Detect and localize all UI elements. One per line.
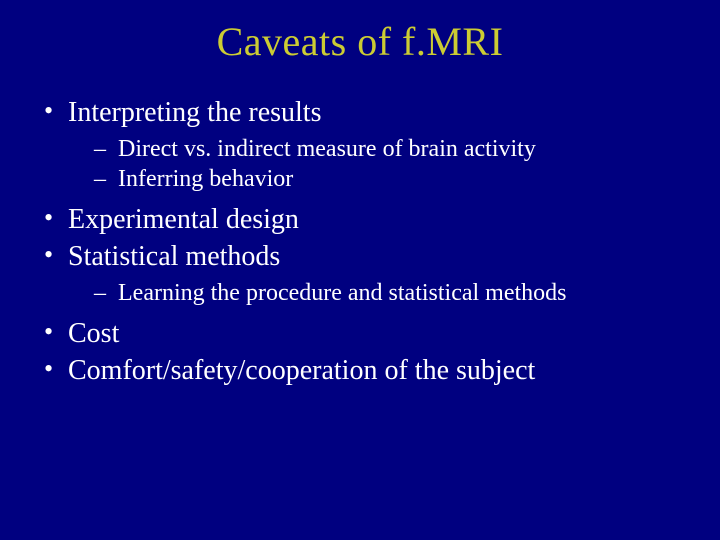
slide-title: Caveats of f.MRI	[40, 18, 680, 65]
bullet-item: Interpreting the results Direct vs. indi…	[40, 95, 680, 194]
bullet-text: Comfort/safety/cooperation of the subjec…	[68, 355, 535, 386]
sub-bullet-list: Learning the procedure and statistical m…	[68, 278, 680, 308]
sub-bullet-item: Direct vs. indirect measure of brain act…	[68, 134, 680, 164]
sub-bullet-list: Direct vs. indirect measure of brain act…	[68, 134, 680, 194]
bullet-text: Cost	[68, 318, 119, 349]
sub-bullet-text: Direct vs. indirect measure of brain act…	[118, 136, 536, 162]
bullet-item: Experimental design	[40, 202, 680, 237]
bullet-item: Statistical methods Learning the procedu…	[40, 239, 680, 308]
sub-bullet-text: Inferring behavior	[118, 166, 293, 192]
sub-bullet-text: Learning the procedure and statistical m…	[118, 280, 567, 306]
slide: Caveats of f.MRI Interpreting the result…	[0, 0, 720, 540]
bullet-text: Experimental design	[68, 204, 299, 235]
bullet-list: Interpreting the results Direct vs. indi…	[40, 95, 680, 388]
bullet-item: Comfort/safety/cooperation of the subjec…	[40, 353, 680, 388]
bullet-text: Interpreting the results	[68, 97, 321, 128]
sub-bullet-item: Inferring behavior	[68, 164, 680, 194]
sub-bullet-item: Learning the procedure and statistical m…	[68, 278, 680, 308]
bullet-text: Statistical methods	[68, 241, 280, 272]
bullet-item: Cost	[40, 316, 680, 351]
